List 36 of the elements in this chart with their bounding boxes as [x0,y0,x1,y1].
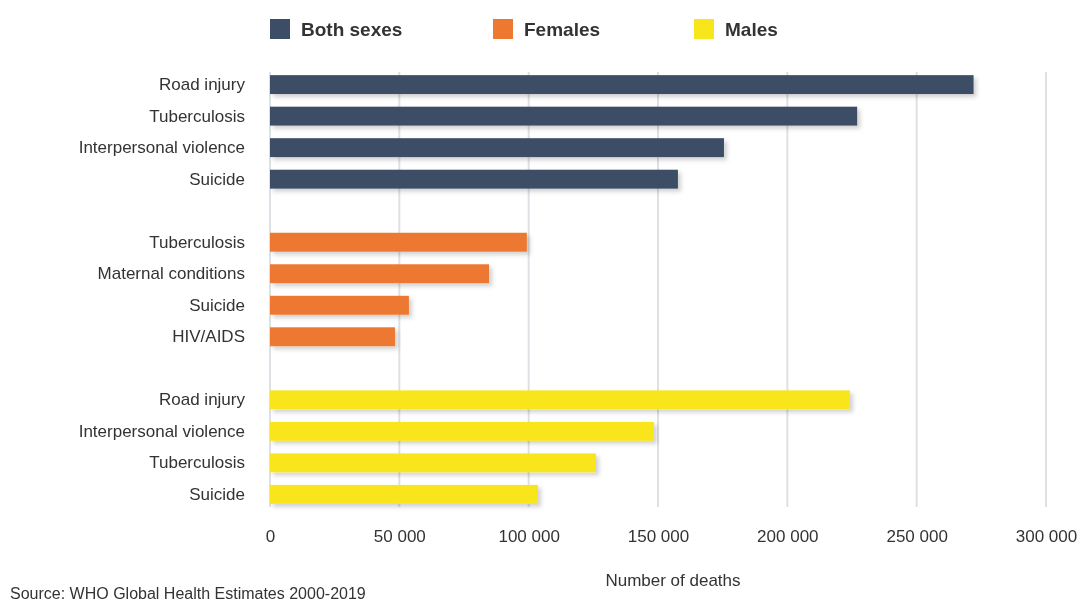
y-tick-label: Interpersonal violence [78,138,245,158]
y-tick-label: Road injury [159,75,246,95]
bar [270,390,850,410]
y-tick-label: Tuberculosis [149,106,245,126]
bar [270,75,974,95]
x-axis-title: Number of deaths [605,571,741,590]
x-tick-label: 150 000 [627,527,690,547]
y-tick-label: Maternal conditions [97,264,245,284]
x-tick-label: 50 000 [373,527,426,547]
source-note: Source: WHO Global Health Estimates 2000-2019 [10,585,366,602]
y-tick-label: Suicide [189,169,245,189]
bar [270,106,858,126]
bar [270,138,724,158]
bar [270,453,596,473]
legend-label: Females [524,19,601,40]
bar [270,421,654,441]
x-tick-label: 0 [265,527,276,547]
bar [270,169,678,189]
x-tick-label: 100 000 [498,527,560,547]
x-tick-label: 250 000 [886,527,948,547]
bar [270,264,490,284]
bar [270,327,395,347]
x-tick-label: 200 000 [757,527,819,547]
y-tick-label: Tuberculosis [149,232,245,252]
bar [270,232,527,252]
y-tick-label: Suicide [189,484,245,504]
bar [270,484,538,504]
y-tick-label: Suicide [189,295,245,315]
y-tick-label: HIV/AIDS [172,327,245,347]
legend-label: Both sexes [301,19,403,40]
y-tick-label: Road injury [159,390,246,410]
y-tick-label: Interpersonal violence [78,421,245,441]
y-tick-label: Tuberculosis [149,453,245,473]
legend-label: Males [725,19,778,40]
bar [270,295,409,315]
x-tick-label: 300 000 [1015,527,1078,547]
